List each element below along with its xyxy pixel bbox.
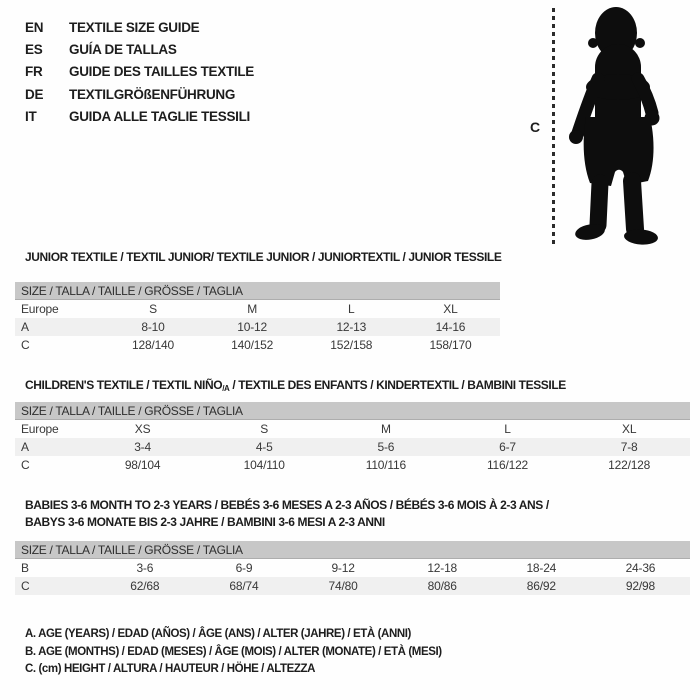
size-cell: 10-12: [237, 320, 267, 334]
title-text: / TEXTILE DES ENFANTS / KINDERTEXTIL / B…: [229, 378, 566, 392]
size-cell: XL: [622, 422, 637, 436]
size-cell: 5-6: [377, 440, 395, 454]
size-cell: 9-12: [331, 561, 355, 575]
language-label: GUIDA ALLE TAGLIE TESSILI: [69, 109, 250, 125]
language-code: EN: [25, 19, 44, 35]
language-label: GUIDE DES TAILLES TEXTILE: [69, 64, 255, 80]
title-line: BABYS 3-6 MONATE BIS 2-3 JAHRE / BAMBINI…: [25, 515, 385, 529]
table-row: Europe S M L XL: [15, 300, 500, 318]
size-cell: XS: [134, 422, 151, 436]
size-cell: 4-5: [255, 440, 273, 454]
footnotes: A. AGE (YEARS) / EDAD (AÑOS) / ÂGE (ANS)…: [25, 626, 442, 679]
language-label: GUÍA DE TALLAS: [69, 42, 177, 58]
footnote-a: A. AGE (YEARS) / EDAD (AÑOS) / ÂGE (ANS)…: [25, 628, 411, 640]
size-cell: S: [260, 422, 269, 436]
title-text: CHILDREN'S TEXTILE / TEXTIL NIÑO: [25, 378, 223, 392]
row-label: Europe: [21, 302, 59, 316]
language-label: TEXTILGRÖßENFÜHRUNG: [69, 86, 236, 102]
language-row: EN TEXTILE SIZE GUIDE: [25, 16, 254, 38]
row-label: A: [21, 320, 29, 334]
size-cell: M: [247, 302, 258, 316]
size-cell: L: [348, 302, 355, 316]
table-title-children: CHILDREN'S TEXTILE / TEXTIL NIÑO/A / TEX…: [25, 377, 566, 397]
size-cell: 80/86: [427, 579, 457, 593]
figure-height-label: C: [530, 119, 541, 135]
row-label: B: [21, 561, 29, 575]
table-row: Europe XS S M L XL: [15, 420, 690, 438]
language-code: DE: [25, 86, 44, 102]
size-cell: 98/104: [124, 458, 161, 472]
table-row: C 128/140 140/152 152/158 158/170: [15, 336, 500, 354]
language-row: IT GUIDA ALLE TAGLIE TESSILI: [25, 106, 254, 128]
table-row: C 98/104 104/110 110/116 116/122 122/128: [15, 456, 690, 474]
size-cell: 158/170: [429, 338, 472, 352]
size-cell: 68/74: [229, 579, 259, 593]
table-title-babies: BABIES 3-6 MONTH TO 2-3 YEARS / BEBÉS 3-…: [25, 497, 549, 531]
title-subscript: /A: [222, 384, 230, 393]
size-cell: 12-13: [336, 320, 367, 334]
size-cell: 3-6: [136, 561, 154, 575]
size-cell: S: [149, 302, 157, 316]
size-cell: XL: [443, 302, 458, 316]
language-row: DE TEXTILGRÖßENFÜHRUNG: [25, 83, 254, 105]
size-cell: 12-18: [427, 561, 458, 575]
size-cell: 152/158: [330, 338, 373, 352]
size-cell: 86/92: [526, 579, 556, 593]
size-cell: 18-24: [526, 561, 557, 575]
row-label: C: [21, 338, 30, 352]
table-row: A 3-4 4-5 5-6 6-7 7-8: [15, 438, 690, 456]
size-header-bar: SIZE / TALLA / TAILLE / GRÖSSE / TAGLIA: [15, 541, 690, 559]
table-row: B 3-6 6-9 9-12 12-18 18-24 24-36: [15, 559, 690, 577]
size-cell: 62/68: [130, 579, 160, 593]
language-row: ES GUÍA DE TALLAS: [25, 38, 254, 60]
size-cell: 122/128: [608, 458, 651, 472]
language-code: ES: [25, 42, 43, 58]
footnote-b: B. AGE (MONTHS) / EDAD (MESES) / ÂGE (MO…: [25, 645, 442, 658]
row-label: Europe: [21, 422, 59, 436]
size-header-bar: SIZE / TALLA / TAILLE / GRÖSSE / TAGLIA: [15, 402, 690, 420]
footnote-c: C. (cm) HEIGHT / ALTURA / HAUTEUR / HÖHE…: [25, 663, 316, 675]
babies-size-table: SIZE / TALLA / TAILLE / GRÖSSE / TAGLIA …: [15, 541, 690, 595]
row-label: C: [21, 458, 30, 472]
baby-silhouette-icon: [569, 7, 660, 245]
size-cell: 116/122: [486, 458, 529, 472]
row-label: C: [21, 579, 30, 593]
size-cell: 110/116: [365, 458, 406, 472]
children-size-table: SIZE / TALLA / TAILLE / GRÖSSE / TAGLIA …: [15, 402, 690, 474]
table-title-junior: JUNIOR TEXTILE / TEXTIL JUNIOR/ TEXTILE …: [25, 250, 502, 264]
size-cell: 128/140: [132, 338, 174, 352]
size-cell: 24-36: [625, 561, 656, 575]
size-cell: 7-8: [620, 440, 638, 454]
size-cell: 74/80: [328, 579, 358, 593]
language-label: TEXTILE SIZE GUIDE: [69, 19, 200, 35]
size-header-bar: SIZE / TALLA / TAILLE / GRÖSSE / TAGLIA: [15, 282, 500, 300]
size-cell: 140/152: [231, 338, 274, 352]
table-row: C 62/68 68/74 74/80 80/86 86/92 92/98: [15, 577, 690, 595]
row-label: A: [21, 440, 29, 454]
size-cell: 104/110: [243, 458, 285, 472]
size-cell: 8-10: [141, 320, 165, 334]
size-cell: 3-4: [134, 440, 151, 454]
language-legend: EN TEXTILE SIZE GUIDE ES GUÍA DE TALLAS …: [25, 16, 254, 128]
language-code: IT: [25, 109, 37, 125]
title-line: BABIES 3-6 MONTH TO 2-3 YEARS / BEBÉS 3-…: [25, 498, 549, 512]
size-cell: 6-9: [235, 561, 253, 575]
language-row: FR GUIDE DES TAILLES TEXTILE: [25, 61, 254, 83]
size-cell: 14-16: [435, 320, 466, 334]
size-cell: 92/98: [625, 579, 655, 593]
table-row: A 8-10 10-12 12-13 14-16: [15, 318, 500, 336]
size-cell: M: [380, 422, 391, 436]
language-code: FR: [25, 64, 43, 80]
size-cell: L: [504, 422, 511, 436]
junior-size-table: SIZE / TALLA / TAILLE / GRÖSSE / TAGLIA …: [15, 282, 500, 354]
size-cell: 6-7: [499, 440, 516, 454]
height-dashed-line: [552, 8, 555, 246]
